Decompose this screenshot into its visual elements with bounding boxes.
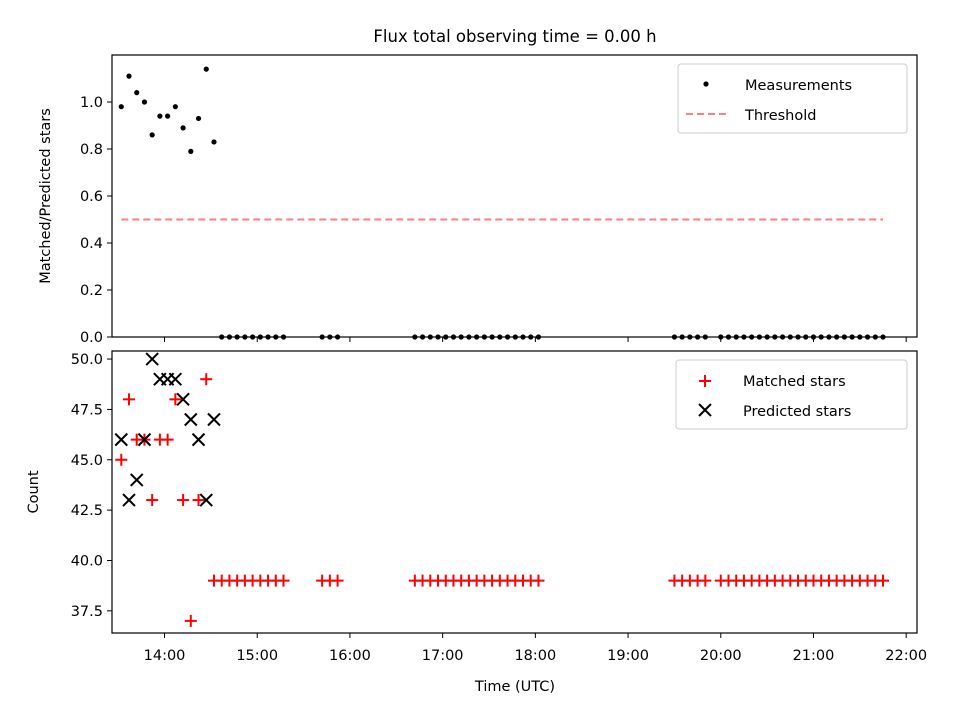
predicted-star-point [207,412,221,427]
legend-matched-marker [699,375,711,387]
measurement-point [165,113,171,119]
matched-star-point [277,574,290,587]
x-tick-label: 19:00 [607,648,649,664]
top-y-axis-label: Matched/Predicted stars [38,108,54,284]
top-panel: 0.0 0.2 0.4 0.6 0.8 1.0 Matched/Predicted sta… [38,54,918,346]
measurement-point [172,104,178,110]
legend-predicted-marker [698,403,712,417]
matched-star-point [184,614,197,627]
predicted-star-point [137,432,152,447]
measurement-point [149,132,155,138]
measurement-point [118,104,124,110]
y-tick-label: 45.0 [71,453,103,469]
matched-star-point [331,574,344,587]
x-tick-label: 21:00 [793,648,835,664]
bottom-legend: Matched stars Predicted stars [675,359,908,430]
y-tick-label: 1.0 [80,95,103,111]
x-tick-label: 20:00 [700,648,742,664]
predicted-star-point [168,372,183,386]
y-tick-label: 40.0 [71,553,103,569]
measurement-point [188,148,194,154]
matched-star-point [192,494,205,507]
matched-star-point [115,453,128,466]
matched-star-point [146,494,159,507]
x-tick-label: 16:00 [329,648,371,664]
legend-threshold-label: Threshold [744,108,816,124]
matched-star-point [200,373,213,386]
measurement-point [126,73,132,79]
predicted-star-point [176,392,190,407]
y-tick-label: 0.8 [80,142,103,158]
x-axis-label: Time (UTC) [474,679,555,695]
y-tick-label: 37.5 [71,604,103,620]
legend-predicted-label: Predicted stars [743,404,851,420]
matched-star-point [177,494,190,507]
measurement-point [134,90,140,96]
predicted-star-point [130,473,144,487]
bottom-legend-box [675,359,908,430]
matched-star-point [122,393,135,406]
y-tick-label: 42.5 [71,503,103,519]
predicted-star-point [184,412,198,427]
predicted-star-point [191,432,206,447]
matched-star-point [532,574,545,587]
bottom-x-ticks: 14:00 15:00 16:00 17:00 18:00 19:00 20:00 21:00… [144,633,927,664]
measurement-point [180,125,186,131]
bottom-axes-frame [111,350,918,634]
y-tick-label: 50.0 [71,352,103,368]
legend-measurements-marker [703,81,709,87]
matched-star-point [169,393,182,406]
top-axes-frame [111,54,918,338]
predicted-star-point [145,352,159,366]
legend-matched-label: Matched stars [743,374,846,390]
y-tick-label: 47.5 [71,402,103,418]
predicted-star-point [122,493,136,507]
y-tick-label: 0.0 [80,330,103,346]
matched-star-point [877,574,890,587]
measurement-point [195,115,202,122]
top-legend: Measurements Threshold [677,63,908,134]
predicted-star-point [199,493,213,507]
top-legend-box [677,63,908,134]
x-tick-label: 14:00 [144,648,186,664]
x-tick-label: 17:00 [422,648,464,664]
y-tick-label: 0.4 [80,236,103,252]
x-tick-label: 18:00 [514,648,556,664]
measurement-point [203,66,209,72]
measurement-point [141,99,148,105]
bottom-y-axis-label: Count [26,470,42,513]
matched-star-point [161,433,174,446]
measurement-point [157,113,163,119]
bottom-y-ticks: 37.5 40.0 42.5 45.0 47.5 50.0 [71,352,112,620]
bottom-panel: 37.5 40.0 42.5 45.0 47.5 50.0 14:00 15:00 16:00… [26,350,927,664]
y-tick-label: 0.2 [80,283,103,299]
figure-title: Flux total observing time = 0.00 h [373,27,656,46]
top-y-ticks: 0.0 0.2 0.4 0.6 0.8 1.0 [80,95,112,346]
legend-measurements-label: Measurements [745,78,852,94]
matched-star-point [699,574,712,587]
bottom-plot-data [114,352,890,627]
y-tick-label: 0.6 [80,189,103,205]
measurement-point [211,139,217,145]
x-tick-label: 22:00 [885,648,927,664]
predicted-star-point [114,432,128,447]
x-tick-label: 15:00 [236,648,278,664]
